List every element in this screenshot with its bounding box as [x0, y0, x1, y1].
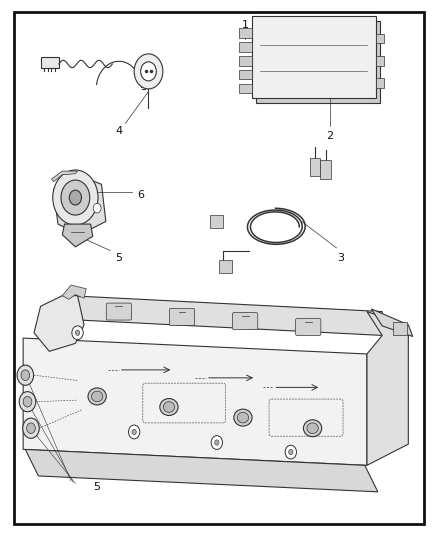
Text: 2: 2	[326, 131, 334, 141]
Ellipse shape	[88, 388, 106, 405]
Ellipse shape	[234, 409, 252, 426]
Text: 6: 6	[137, 190, 144, 200]
Circle shape	[75, 330, 80, 335]
Circle shape	[19, 392, 36, 412]
Circle shape	[211, 435, 223, 449]
Circle shape	[134, 54, 163, 89]
Circle shape	[215, 440, 219, 445]
Circle shape	[27, 423, 35, 433]
Ellipse shape	[304, 419, 322, 437]
Text: 5: 5	[94, 481, 101, 491]
Bar	[240, 56, 252, 66]
Circle shape	[141, 62, 156, 81]
Circle shape	[289, 449, 293, 455]
Bar	[240, 70, 252, 79]
Circle shape	[61, 180, 90, 215]
FancyBboxPatch shape	[170, 309, 194, 325]
Polygon shape	[367, 312, 408, 465]
Circle shape	[128, 425, 140, 439]
Bar	[210, 215, 223, 228]
Circle shape	[93, 204, 101, 213]
Ellipse shape	[92, 391, 103, 402]
Polygon shape	[62, 285, 86, 300]
Circle shape	[72, 326, 83, 340]
Circle shape	[285, 445, 297, 459]
Ellipse shape	[163, 402, 175, 413]
Bar	[256, 21, 380, 103]
Circle shape	[21, 370, 30, 381]
Circle shape	[17, 365, 34, 385]
FancyBboxPatch shape	[233, 313, 258, 329]
Polygon shape	[51, 171, 78, 182]
Polygon shape	[53, 174, 106, 235]
Bar	[240, 84, 252, 93]
Bar	[376, 78, 384, 88]
Circle shape	[53, 170, 98, 225]
FancyBboxPatch shape	[296, 318, 321, 335]
Bar	[219, 260, 232, 273]
Circle shape	[69, 190, 81, 205]
FancyBboxPatch shape	[106, 303, 131, 320]
Ellipse shape	[160, 399, 178, 416]
Bar	[41, 57, 59, 68]
Ellipse shape	[307, 423, 318, 433]
Bar	[376, 56, 384, 66]
Text: 4: 4	[115, 126, 123, 136]
Bar	[252, 15, 376, 98]
Text: 5: 5	[115, 253, 122, 263]
Circle shape	[132, 429, 136, 434]
Bar	[393, 321, 407, 335]
Polygon shape	[25, 449, 378, 492]
Bar	[240, 28, 252, 38]
Polygon shape	[62, 224, 93, 247]
Polygon shape	[34, 296, 84, 351]
Circle shape	[23, 397, 32, 407]
Text: 3: 3	[337, 253, 344, 263]
Polygon shape	[23, 338, 367, 465]
Bar	[310, 158, 321, 176]
Ellipse shape	[237, 413, 249, 423]
Bar	[376, 34, 384, 43]
Polygon shape	[371, 309, 413, 336]
Circle shape	[23, 418, 39, 438]
Bar	[321, 160, 331, 179]
Text: 1: 1	[242, 20, 249, 30]
Bar	[240, 42, 252, 52]
Polygon shape	[69, 296, 382, 335]
